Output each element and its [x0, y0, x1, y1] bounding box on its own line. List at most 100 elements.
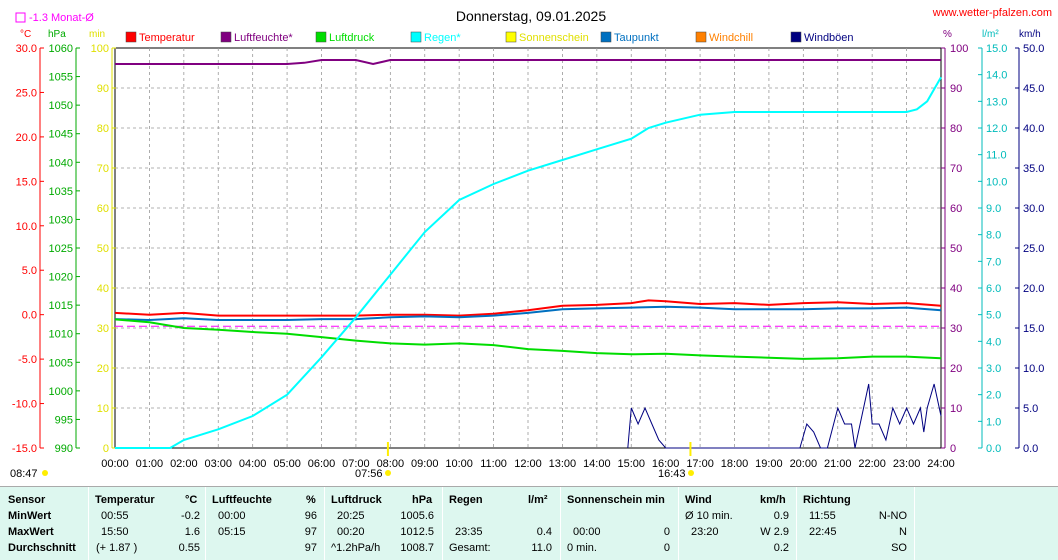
min-druck-time: 20:25	[337, 510, 365, 522]
legend-label: Temperatur	[139, 32, 195, 44]
hdr-druck: Luftdruck	[331, 494, 382, 506]
x-tick-label: 15:00	[617, 458, 645, 470]
x-tick-label: 22:00	[858, 458, 886, 470]
unit-wind: km/h	[1019, 29, 1041, 40]
series-line-luftdruck	[114, 318, 942, 360]
legend-label: Regen*	[424, 32, 461, 44]
press-tick-label: 1000	[49, 386, 73, 398]
temp-tick-label: 5.0	[22, 265, 37, 277]
wind-tick-label: 45.0	[1023, 83, 1044, 95]
x-tick-label: 03:00	[204, 458, 232, 470]
min-tick-label: 30	[97, 323, 109, 335]
max-temp-time: 15:50	[101, 526, 129, 538]
min-tick-label: 10	[97, 403, 109, 415]
unit-min: min	[89, 29, 105, 40]
legend-label: Sonnenschein	[519, 32, 589, 44]
hdr-wind-unit: km/h	[760, 494, 786, 506]
x-tick-label: 06:00	[308, 458, 336, 470]
max-feuchte-val: 97	[304, 526, 317, 538]
x-tick-label: 04:00	[239, 458, 267, 470]
max-regen-val: 0.4	[536, 526, 552, 538]
press-tick-label: 990	[55, 443, 73, 455]
max-regen-time: 23:35	[455, 526, 483, 538]
series-line-taupunkt	[114, 305, 942, 322]
sunrise-sun-icon	[385, 470, 391, 476]
max-wind-val: W 2.9	[760, 526, 789, 538]
max-druck-time: 00:20	[337, 526, 365, 538]
hdr-richtung: Richtung	[803, 494, 851, 506]
max-sonne-time: 00:00	[573, 526, 601, 538]
max-feuchte-time: 05:15	[218, 526, 246, 538]
x-tick-label: 10:00	[445, 458, 473, 470]
x-tick-label: 18:00	[721, 458, 749, 470]
x-tick-label: 00:00	[101, 458, 129, 470]
avg-richtung-val: SO	[891, 542, 907, 554]
rain-tick-label: 14.0	[986, 70, 1007, 82]
legend-label: Windchill	[709, 32, 753, 44]
sunset-label: 16:43	[658, 468, 686, 480]
series-line-temperatur	[114, 299, 942, 317]
series-line-regen	[115, 76, 942, 449]
hdr-regen: Regen	[449, 494, 483, 506]
legend-swatch	[505, 31, 517, 43]
pct-tick-label: 40	[950, 283, 962, 295]
chart-title: Donnerstag, 09.01.2025	[456, 8, 606, 24]
press-tick-label: 1020	[49, 272, 73, 284]
min-feuchte-val: 96	[304, 510, 317, 522]
hdr-wind: Wind	[685, 494, 712, 506]
max-sonne-val: 0	[663, 526, 670, 538]
press-tick-label: 995	[55, 414, 73, 426]
rain-tick-label: 15.0	[986, 43, 1007, 55]
stats-table: Sensor Temperatur °C Luftfeuchte % Luftd…	[0, 486, 1058, 560]
press-tick-label: 1005	[49, 357, 73, 369]
max-richtung-val: N	[899, 526, 907, 538]
avg-temp-val: 0.55	[178, 542, 200, 554]
rain-tick-label: 10.0	[986, 176, 1007, 188]
sunset-sun-icon	[688, 470, 694, 476]
rain-tick-label: 11.0	[986, 150, 1007, 162]
press-tick-label: 1025	[49, 243, 73, 255]
rain-tick-label: 12.0	[986, 123, 1007, 135]
wind-tick-label: 25.0	[1023, 243, 1044, 255]
x-tick-label: 07:00	[342, 458, 370, 470]
pct-tick-label: 10	[950, 403, 962, 415]
temp-tick-label: -10.0	[12, 399, 37, 411]
temp-tick-label: 20.0	[16, 132, 37, 144]
min-temp-time: 00:55	[101, 510, 129, 522]
rain-tick-label: 9.0	[986, 203, 1001, 215]
wind-tick-label: 0.0	[1023, 443, 1038, 455]
min-feuchte-time: 00:00	[218, 510, 246, 522]
legend-swatch	[125, 31, 137, 43]
min-wind-label: Ø 10 min.	[685, 510, 733, 522]
press-tick-label: 1055	[49, 72, 73, 84]
x-tick-label: 13:00	[549, 458, 577, 470]
weather-chart: Donnerstag, 09.01.2025 www.wetter-pfalze…	[10, 7, 1052, 480]
x-tick-label: 12:00	[514, 458, 542, 470]
temp-tick-label: -15.0	[12, 443, 37, 455]
avg-temp-diff: (+ 1.87 )	[96, 542, 138, 554]
series-line-windben	[627, 383, 942, 449]
x-tick-label: 20:00	[790, 458, 818, 470]
monat-avg-label: -1.3 Monat-Ø	[29, 12, 94, 24]
hdr-feuchte-unit: %	[306, 494, 316, 506]
x-tick-label: 23:00	[893, 458, 921, 470]
avg-feuchte-val: 97	[304, 542, 317, 554]
wind-tick-label: 35.0	[1023, 163, 1044, 175]
legend-label: Luftdruck	[329, 32, 375, 44]
max-richtung-time: 22:45	[809, 526, 837, 538]
x-tick-label: 01:00	[136, 458, 164, 470]
press-tick-label: 1030	[49, 214, 73, 226]
max-temp-val: 1.6	[184, 526, 200, 538]
temp-tick-label: 0.0	[22, 310, 37, 322]
avg-wind-val: 0.2	[773, 542, 789, 554]
max-wind-time: 23:20	[691, 526, 719, 538]
legend-swatch	[600, 31, 612, 43]
avg-regen-val: 11.0	[531, 542, 552, 554]
legend-label: Windböen	[804, 32, 854, 44]
rain-tick-label: 1.0	[986, 416, 1001, 428]
row-max-label: MaxWert	[8, 526, 54, 538]
min-tick-label: 80	[97, 123, 109, 135]
temp-tick-label: 30.0	[16, 43, 37, 55]
min-tick-label: 90	[97, 83, 109, 95]
site-link[interactable]: www.wetter-pfalzen.com	[932, 7, 1052, 19]
